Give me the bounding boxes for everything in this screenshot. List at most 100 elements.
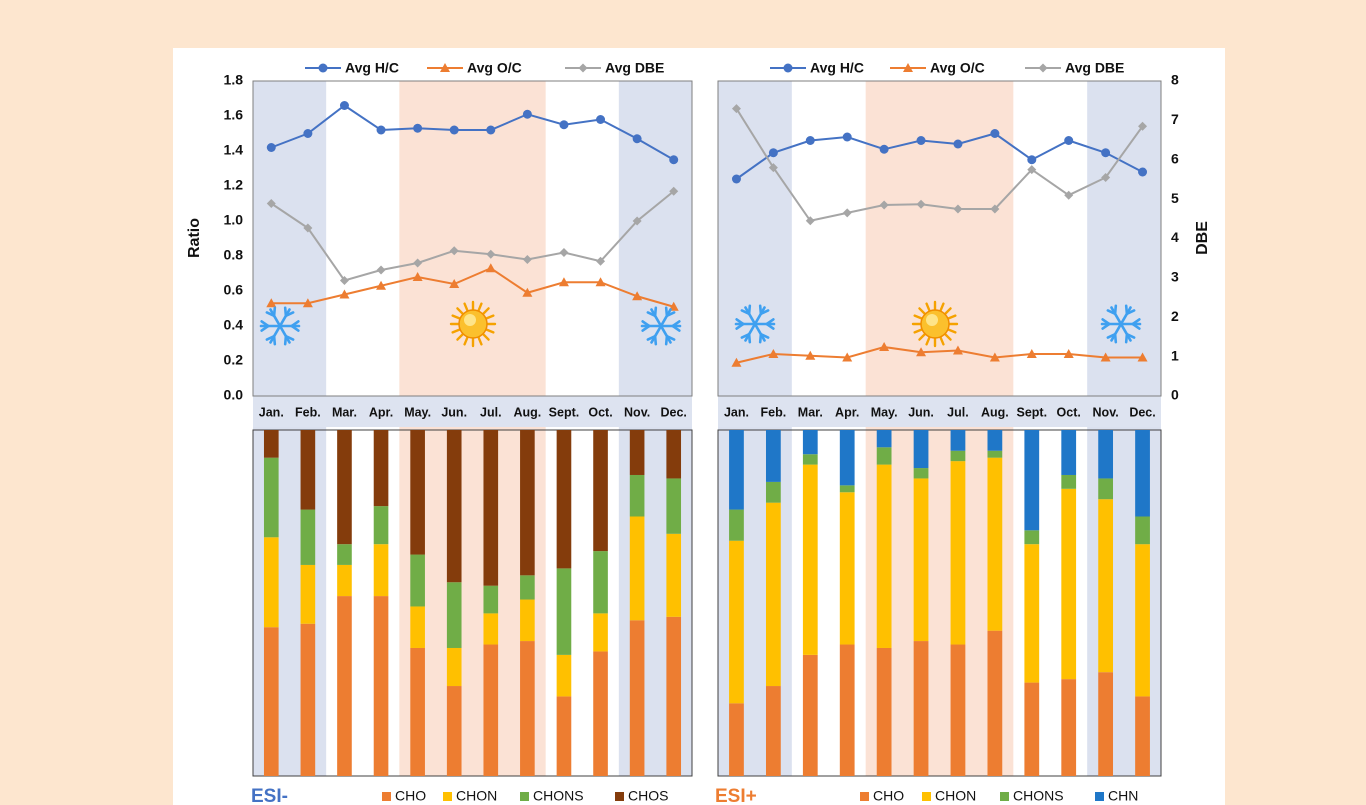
data-point	[559, 120, 569, 130]
y-axis-label: Ratio	[186, 218, 203, 258]
bar-segment	[300, 430, 316, 510]
bar-segment	[950, 430, 966, 451]
legend-item: Avg H/C	[305, 60, 399, 76]
sun-ray	[456, 332, 465, 341]
sun-ray	[481, 307, 490, 316]
bar-legend-item: CHN	[1095, 788, 1138, 804]
sun-ray	[481, 332, 490, 341]
month-tick-label: Sept.	[1017, 405, 1048, 419]
bar-segment	[263, 537, 279, 628]
bar-segment	[337, 430, 352, 545]
data-point	[805, 350, 816, 360]
snowflake-branch	[765, 318, 775, 326]
bar-segment	[913, 468, 929, 479]
month-tick-label: Jul.	[480, 405, 502, 419]
bar-legend-label: CHON	[456, 788, 497, 804]
bar-legend-label: CHN	[1108, 788, 1138, 804]
sun-ray	[943, 307, 952, 316]
bar-segment	[765, 481, 781, 503]
y2-tick-label: 4	[1171, 229, 1179, 245]
month-tick-label: Aug.	[513, 405, 541, 419]
data-point	[339, 276, 349, 285]
data-point	[768, 349, 779, 358]
snowflake-branch	[1124, 304, 1129, 316]
data-point	[879, 342, 890, 351]
legend-label: Avg O/C	[467, 60, 522, 76]
bar-segment	[1098, 672, 1114, 776]
legend-item: Avg DBE	[1025, 60, 1124, 76]
bar-segment	[410, 554, 425, 607]
legend-item: Avg DBE	[565, 60, 664, 76]
bar-segment	[1061, 474, 1077, 489]
bar-segment	[666, 533, 682, 617]
month-tick-label: Jun.	[908, 405, 934, 419]
bar-legend-item: CHONS	[520, 788, 584, 804]
bar-segment	[410, 606, 425, 648]
data-point	[595, 277, 606, 287]
bar-segment	[410, 647, 425, 776]
bar-segment	[839, 492, 855, 645]
bar-segment	[950, 450, 966, 462]
snowflake-icon	[1100, 304, 1142, 344]
bar-legend-label: CHON	[935, 788, 976, 804]
bar-frame	[717, 429, 1162, 777]
y2-axis-label: DBE	[1194, 221, 1211, 255]
bar-legend-label: CHONS	[533, 788, 584, 804]
bar-segment	[802, 430, 818, 455]
sun-ray	[484, 314, 495, 320]
data-point	[842, 132, 852, 142]
bar-segment	[556, 568, 572, 655]
data-point	[522, 255, 532, 264]
sun-ray	[925, 302, 931, 313]
bar-segment	[263, 430, 279, 458]
data-point	[879, 200, 889, 210]
data-point	[1064, 136, 1074, 145]
data-point	[952, 345, 963, 355]
bar-segment	[629, 620, 645, 776]
bar-segment	[1024, 430, 1040, 531]
bar-segment	[950, 461, 966, 645]
bar-segment	[337, 596, 352, 776]
data-point	[522, 109, 532, 119]
data-point	[559, 248, 569, 257]
sun-ray	[943, 332, 952, 341]
legend-marker	[318, 63, 328, 73]
month-tick-label: Dec.	[661, 405, 687, 419]
bar-segment	[913, 478, 929, 642]
bar-segment	[666, 478, 682, 534]
snowflake-icon	[259, 306, 301, 346]
bar-segment	[729, 540, 744, 704]
bar-segment	[483, 613, 499, 645]
data-point	[413, 258, 423, 268]
month-tick-label: Dec.	[1129, 405, 1155, 419]
bar-segment	[483, 644, 499, 776]
bar-segment	[520, 575, 535, 600]
bar-segment	[373, 596, 389, 776]
month-axis-strip	[718, 396, 1161, 427]
snowflake-branch	[653, 334, 658, 346]
legend-item: Avg H/C	[770, 60, 864, 76]
data-point	[1026, 349, 1037, 358]
month-tick-label: Jan.	[259, 405, 284, 419]
y-tick-label: 0.8	[224, 247, 244, 263]
snowflake-branch	[1106, 309, 1117, 316]
sun-ray	[477, 335, 483, 346]
data-point	[1137, 352, 1148, 362]
y2-tick-label: 7	[1171, 111, 1179, 127]
data-point	[1063, 349, 1074, 358]
bar-segment	[520, 430, 535, 576]
data-point	[376, 125, 386, 135]
data-point	[842, 352, 853, 362]
bar-segment	[1135, 544, 1150, 697]
bar-segment	[876, 464, 892, 648]
snowflake-branch	[265, 311, 276, 318]
month-axis-strip	[253, 396, 692, 427]
bar-segment	[729, 703, 744, 776]
bar-legend-swatch	[382, 792, 391, 801]
snowflake-branch	[735, 322, 745, 330]
bar-segment	[337, 564, 352, 597]
month-tick-label: Apr.	[369, 405, 393, 419]
bar-segment	[1024, 544, 1040, 683]
bar-segment	[263, 457, 279, 538]
data-point	[731, 104, 741, 114]
